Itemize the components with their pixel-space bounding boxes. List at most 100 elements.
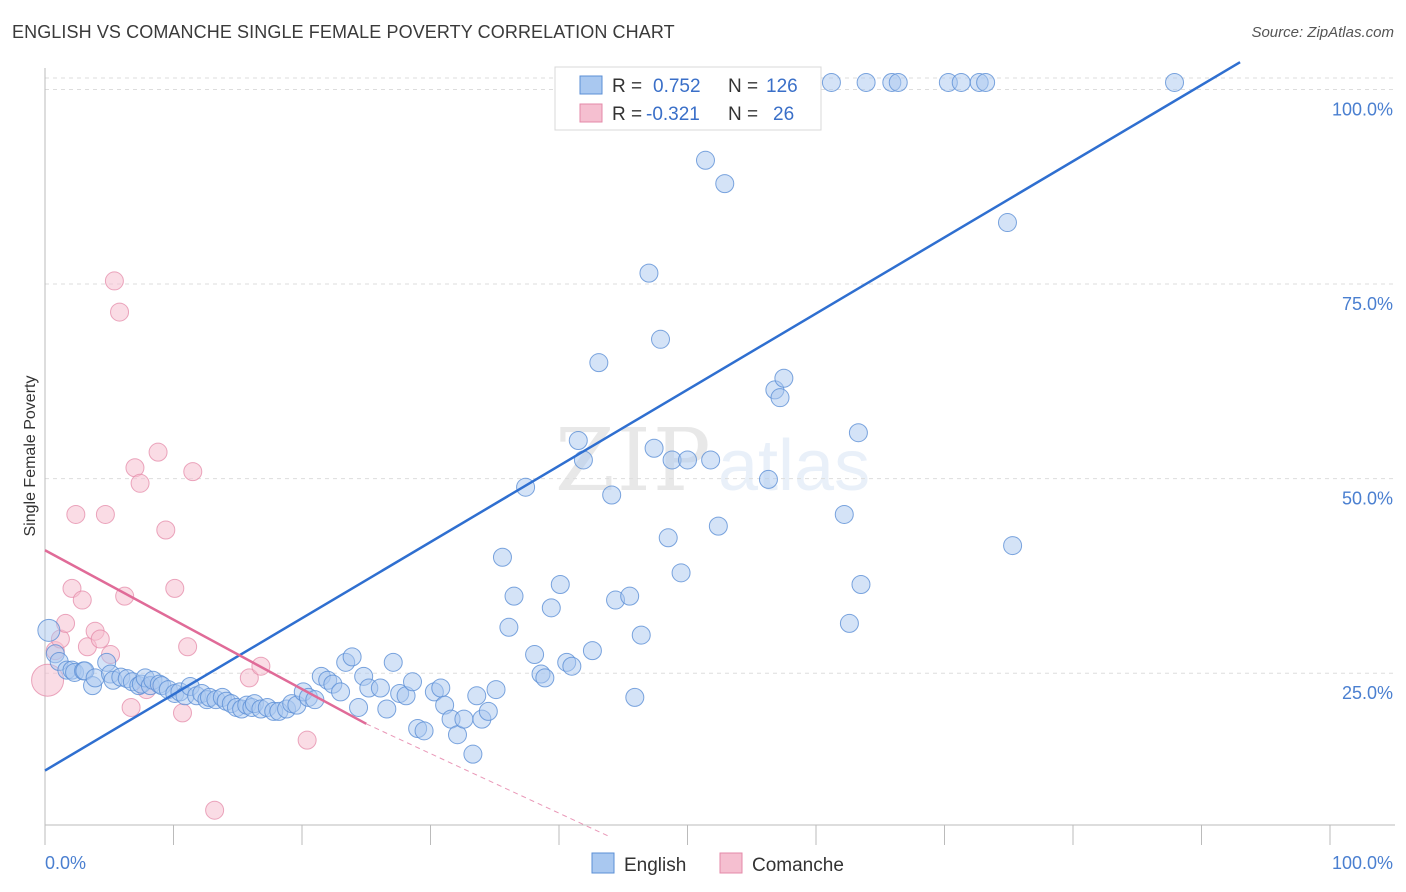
chart-title: ENGLISH VS COMANCHE SINGLE FEMALE POVERT… (12, 22, 675, 42)
stats-legend-comanche-swatch (579, 103, 603, 123)
english-point (951, 72, 971, 92)
english-point (331, 682, 351, 702)
english-point (695, 150, 715, 170)
comanche-point (110, 302, 130, 322)
comanche-point (130, 473, 150, 493)
english-point (562, 656, 582, 676)
chart-source: Source: ZipAtlas.com (1251, 24, 1394, 41)
comanche-trend-extension (366, 723, 611, 838)
watermark-atlas: atlas (718, 426, 870, 506)
english-point (770, 388, 790, 408)
trend-lines (44, 61, 1241, 838)
english-point (625, 687, 645, 707)
comanche-point (31, 663, 65, 697)
stats-legend-english-n-value: 126 (766, 76, 798, 97)
english-point (582, 641, 602, 661)
english-point (1003, 536, 1023, 556)
english-point (478, 701, 498, 721)
axes: 25.0% 50.0% 75.0% 100.0% 0.0% 100.0% (44, 68, 1395, 873)
comanche-point (239, 668, 259, 688)
x-tick-label: 0.0% (45, 853, 86, 873)
english-point (431, 678, 451, 698)
english-point (370, 678, 390, 698)
legend-comanche-swatch (719, 852, 743, 874)
english-point (644, 438, 664, 458)
english-point (834, 504, 854, 524)
english-point (492, 547, 512, 567)
english-point (774, 368, 794, 388)
comanche-point (183, 462, 203, 482)
english-point (525, 645, 545, 665)
english-point (997, 213, 1017, 233)
comanche-point (121, 697, 141, 717)
english-point (589, 353, 609, 373)
english-point (1165, 72, 1185, 92)
english-point (848, 423, 868, 443)
english-point (888, 72, 908, 92)
stats-legend-comanche-n-value: 26 (773, 104, 794, 125)
stats-legend-comanche-n-label: N = (728, 104, 758, 125)
english-point (377, 699, 397, 719)
english-point (620, 586, 640, 606)
legend-comanche-label: Comanche (752, 855, 844, 876)
english-point (504, 586, 524, 606)
legend-english-label: English (624, 855, 686, 876)
bottom-legend: English Comanche (591, 852, 844, 876)
stats-legend-comanche-r-label: R = (612, 104, 642, 125)
comanche-point (66, 504, 86, 524)
stats-legend: R = 0.752 N = 126 R = -0.321 N = 26 (554, 66, 822, 131)
comanche-point (178, 637, 198, 657)
english-point (454, 709, 474, 729)
english-point (383, 652, 403, 672)
english-point (486, 680, 506, 700)
english-point (602, 485, 622, 505)
english-point (342, 647, 362, 667)
comanche-point (95, 504, 115, 524)
comanche-point (72, 590, 92, 610)
english-point (839, 613, 859, 633)
y-tick-label: 25.0% (1342, 683, 1393, 703)
comanche-point (104, 271, 124, 291)
english-point (535, 668, 555, 688)
english-point (758, 469, 778, 489)
y-tick-label: 75.0% (1342, 294, 1393, 314)
stats-legend-english-swatch (579, 75, 603, 95)
english-point (678, 450, 697, 470)
english-point (499, 617, 519, 637)
stats-legend-english-r-label: R = (612, 76, 642, 97)
english-point (708, 516, 728, 536)
english-point (568, 430, 588, 450)
english-point (631, 625, 651, 645)
comanche-trend-line (44, 549, 367, 725)
y-axis-label: Single Female Poverty (22, 376, 39, 537)
legend-english-swatch (591, 852, 615, 874)
english-point (851, 574, 871, 594)
english-point (715, 174, 735, 194)
english-point (463, 744, 483, 764)
stats-legend-comanche-r-value: -0.321 (646, 104, 700, 125)
english-point (856, 72, 876, 92)
english-point (467, 686, 487, 706)
comanche-point (165, 578, 185, 598)
stats-legend-english-n-label: N = (728, 76, 758, 97)
y-tick-label: 50.0% (1342, 489, 1393, 509)
english-point (671, 563, 691, 583)
comanche-point (90, 629, 110, 649)
english-point (821, 72, 841, 92)
english-point (37, 618, 61, 642)
english-point (701, 450, 721, 470)
english-trend-line (44, 61, 1241, 772)
comanche-point (156, 520, 176, 540)
english-point (573, 450, 593, 470)
english-point (541, 598, 561, 618)
english-point (550, 574, 570, 594)
english-point (403, 672, 423, 692)
y-tick-label: 100.0% (1332, 99, 1393, 119)
x-tick-label: 100.0% (1332, 853, 1393, 873)
english-point (349, 697, 369, 717)
english-point (651, 329, 671, 349)
comanche-point (205, 800, 225, 820)
comanche-point (297, 730, 317, 750)
english-point (658, 528, 678, 548)
